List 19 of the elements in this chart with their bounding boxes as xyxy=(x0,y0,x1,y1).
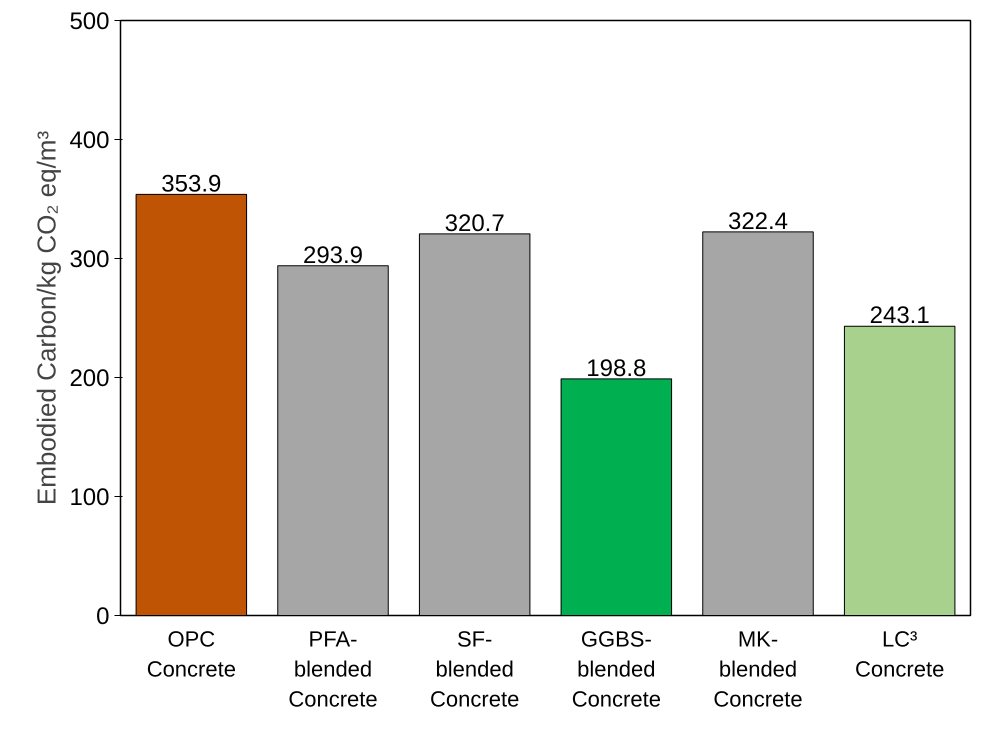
y-tick-label: 0 xyxy=(96,603,110,630)
x-tick-label: GGBS- blended Concrete xyxy=(572,626,661,712)
y-tick-label: 400 xyxy=(69,127,110,154)
data-label: 198.8 xyxy=(586,354,646,382)
y-tick-label: 100 xyxy=(69,484,110,511)
data-label: 243.1 xyxy=(870,302,930,330)
y-tick-label: 200 xyxy=(69,365,110,392)
data-label: 353.9 xyxy=(161,170,222,198)
x-tick-label: SF- blended Concrete xyxy=(430,626,520,712)
y-tick-label: 500 xyxy=(69,8,110,35)
x-tick-label: MK- blended Concrete xyxy=(713,626,803,712)
data-label: 320.7 xyxy=(444,210,505,237)
y-tick-label: 300 xyxy=(69,246,110,273)
x-tick-label: OPC Concrete xyxy=(146,626,236,682)
y-axis-title: Embodied Carbon/kg CO₂ eq/m³ xyxy=(31,130,62,506)
x-tick-label: LC³ Concrete xyxy=(855,626,944,682)
x-tick-label: PFA- blended Concrete xyxy=(288,626,378,712)
data-label: 322.4 xyxy=(728,208,788,235)
data-label: 293.9 xyxy=(302,242,364,269)
